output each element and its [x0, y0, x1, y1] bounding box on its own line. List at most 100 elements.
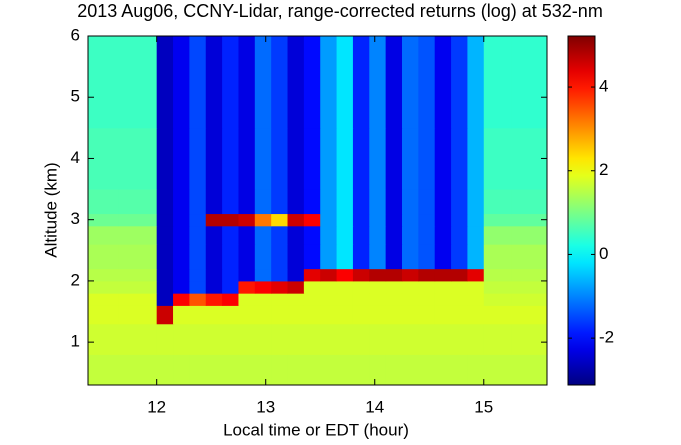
heatmap-cell: [238, 305, 256, 325]
heatmap-cell: [336, 213, 354, 227]
heatmap-cell: [401, 280, 419, 294]
heatmap-cell: [369, 280, 387, 294]
heatmap-cell: [173, 244, 190, 270]
heatmap-cell: [352, 127, 370, 190]
heatmap-cell: [385, 244, 403, 270]
heatmap-cell: [369, 293, 387, 306]
heatmap-cell: [222, 189, 239, 215]
heatmap-cell: [205, 280, 223, 294]
heatmap-cell: [320, 323, 338, 355]
heatmap-cell: [352, 354, 370, 386]
heatmap-cell: [205, 354, 223, 386]
heatmap-cell: [303, 36, 321, 129]
heatmap-cell: [511, 305, 548, 325]
heatmap-cell: [189, 244, 207, 270]
heatmap-cell: [189, 293, 207, 306]
heatmap-cell: [205, 189, 223, 215]
heatmap-cell: [320, 305, 338, 325]
colorbar-tick-label: 4: [599, 77, 608, 96]
heatmap-cell: [483, 225, 512, 245]
heatmap-cell: [205, 293, 223, 306]
heatmap-cell: [254, 189, 272, 215]
colorbar-tick-label: 0: [599, 244, 608, 263]
heatmap-cell: [401, 323, 419, 355]
heatmap-cell: [303, 189, 321, 215]
heatmap-cell: [511, 36, 548, 129]
heatmap-cell: [483, 305, 512, 325]
heatmap-cell: [352, 323, 370, 355]
heatmap-cell: [271, 189, 289, 215]
x-tick-label: 13: [256, 397, 275, 416]
heatmap-cell: [467, 213, 485, 227]
heatmap-cell: [451, 293, 468, 306]
heatmap-cell: [467, 305, 485, 325]
plot-frame: [87, 35, 548, 386]
heatmap-cell: [511, 189, 548, 215]
heatmap-cell: [451, 323, 468, 355]
heatmap-cell: [156, 305, 174, 325]
heatmap-cell: [483, 293, 512, 306]
heatmap-cell: [352, 225, 370, 245]
heatmap-cell: [369, 268, 387, 282]
heatmap-cell: [467, 354, 485, 386]
heatmap-cell: [88, 280, 120, 294]
heatmap-cell: [189, 305, 207, 325]
heatmap-cell: [511, 323, 548, 355]
heatmap-cell: [483, 280, 512, 294]
heatmap-cell: [173, 293, 190, 306]
heatmap-cell: [189, 323, 207, 355]
heatmap-cell: [173, 354, 190, 386]
heatmap-cell: [156, 127, 174, 190]
heatmap-cell: [320, 225, 338, 245]
heatmap-cell: [418, 323, 436, 355]
heatmap-cell: [467, 225, 485, 245]
heatmap-cell: [303, 268, 321, 282]
heatmap-cell: [156, 268, 174, 282]
heatmap-cell: [118, 305, 158, 325]
heatmap-cell: [511, 225, 548, 245]
heatmap-cell: [205, 225, 223, 245]
heatmap-cell: [173, 213, 190, 227]
heatmap-cell: [287, 268, 305, 282]
heatmap-cell: [320, 127, 338, 190]
heatmap-cell: [418, 268, 436, 282]
heatmap-cell: [173, 225, 190, 245]
heatmap-cell: [483, 213, 512, 227]
heatmap-cell: [118, 225, 158, 245]
heatmap-cell: [401, 293, 419, 306]
heatmap-cell: [238, 244, 256, 270]
heatmap-cell: [434, 189, 452, 215]
heatmap-cell: [156, 189, 174, 215]
heatmap-cell: [385, 305, 403, 325]
x-tick-label: 14: [365, 397, 384, 416]
heatmap-cell: [156, 280, 174, 294]
heatmap-cell: [254, 244, 272, 270]
heatmap-cell: [467, 127, 485, 190]
heatmap-cell: [222, 268, 239, 282]
heatmap-cell: [336, 36, 354, 129]
heatmap-cell: [118, 268, 158, 282]
heatmap-cell: [118, 244, 158, 270]
heatmap-cell: [451, 225, 468, 245]
heatmap-cell: [451, 189, 468, 215]
heatmap-cell: [271, 244, 289, 270]
heatmap-cell: [118, 36, 158, 129]
heatmap-cell: [511, 213, 548, 227]
heatmap-cell: [369, 36, 387, 129]
y-tick-label: 1: [71, 332, 80, 351]
heatmap-cell: [434, 293, 452, 306]
x-tick-label: 12: [147, 397, 166, 416]
heatmap-cell: [222, 213, 239, 227]
heatmap-cell: [336, 127, 354, 190]
heatmap-cell: [483, 189, 512, 215]
heatmap-cell: [118, 189, 158, 215]
y-tick-label: 5: [71, 87, 80, 106]
heatmap-cell: [88, 225, 120, 245]
heatmap-cell: [467, 189, 485, 215]
heatmap-cell: [434, 225, 452, 245]
heatmap-cell: [88, 323, 120, 355]
heatmap-cell: [173, 323, 190, 355]
heatmap-cell: [254, 268, 272, 282]
x-axis-label: Local time or EDT (hour): [223, 420, 409, 439]
heatmap-cell: [287, 280, 305, 294]
